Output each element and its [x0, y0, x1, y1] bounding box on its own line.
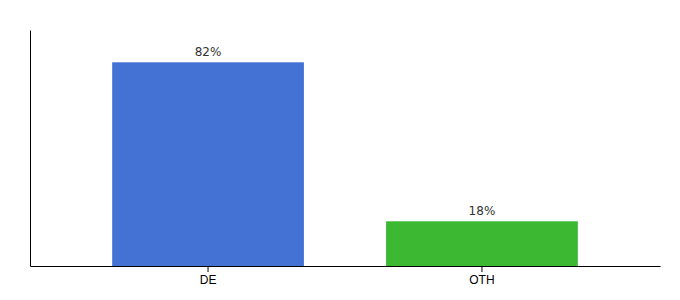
- data-labels: 82% 18%: [195, 45, 496, 218]
- x-tick-mark: [208, 266, 209, 272]
- plot: DE OTH 82% 18%: [31, 31, 661, 287]
- chart: DE OTH 82% 18%: [0, 0, 680, 300]
- y-axis-line: [30, 31, 31, 267]
- data-label: 18%: [469, 204, 496, 218]
- data-label: 82%: [195, 45, 222, 59]
- bars: [112, 62, 578, 266]
- x-tick: DE: [200, 266, 217, 287]
- x-axis: DE OTH: [31, 266, 661, 287]
- bar: [112, 62, 304, 266]
- x-axis-line: [31, 266, 661, 267]
- x-tick: OTH: [469, 266, 494, 287]
- x-tick-label: OTH: [469, 273, 494, 287]
- y-axis: [30, 31, 31, 267]
- x-tick-label: DE: [200, 273, 217, 287]
- x-tick-mark: [481, 266, 482, 272]
- bar: [386, 221, 578, 266]
